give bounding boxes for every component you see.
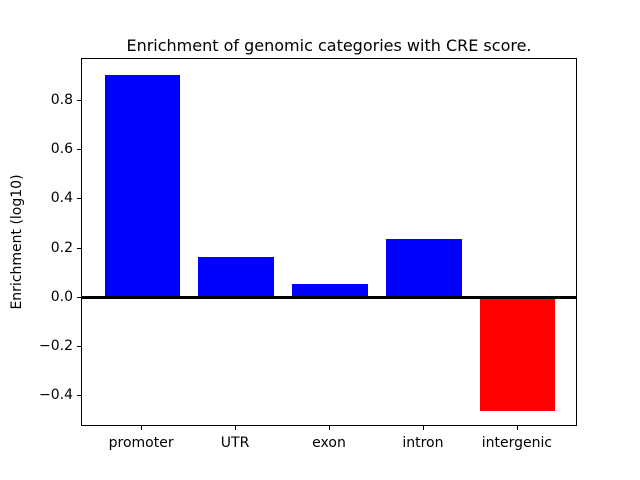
x-tick-label-exon: exon [312,435,346,451]
chart-title: Enrichment of genomic categories with CR… [126,36,532,55]
x-tick-mark-intron [422,426,424,430]
bar-intergenic [480,297,556,411]
bar-exon [292,284,368,298]
bar-UTR [198,257,274,298]
y-tick-label: 0.2 [50,239,73,256]
x-tick-mark-promoter [141,426,143,430]
zero-line [82,296,576,300]
y-tick-mark [77,99,81,101]
bar-promoter [104,75,180,298]
y-tick-mark [77,198,81,200]
plot-area [81,58,577,426]
y-tick-mark [77,346,81,347]
y-tick-label: 0.6 [50,141,73,158]
y-tick-mark [77,296,81,298]
y-tick-label: 0.8 [50,91,73,108]
y-tick-label: 0.0 [50,288,73,305]
y-tick-mark [77,395,81,397]
y-tick-label: −0.4 [39,387,73,404]
x-tick-label-intron: intron [402,435,444,451]
y-tick-mark [77,247,81,249]
bar-intron [386,238,462,298]
y-tick-label: 0.4 [50,190,73,207]
x-tick-label-promoter: promoter [108,435,174,451]
y-tick-label: −0.2 [39,338,73,354]
x-tick-label-intergenic: intergenic [481,435,553,451]
x-tick-label-UTR: UTR [220,435,250,451]
x-tick-mark-UTR [235,426,237,430]
x-tick-mark-intergenic [516,426,518,430]
x-tick-mark-exon [329,426,330,430]
y-tick-mark [77,149,81,151]
